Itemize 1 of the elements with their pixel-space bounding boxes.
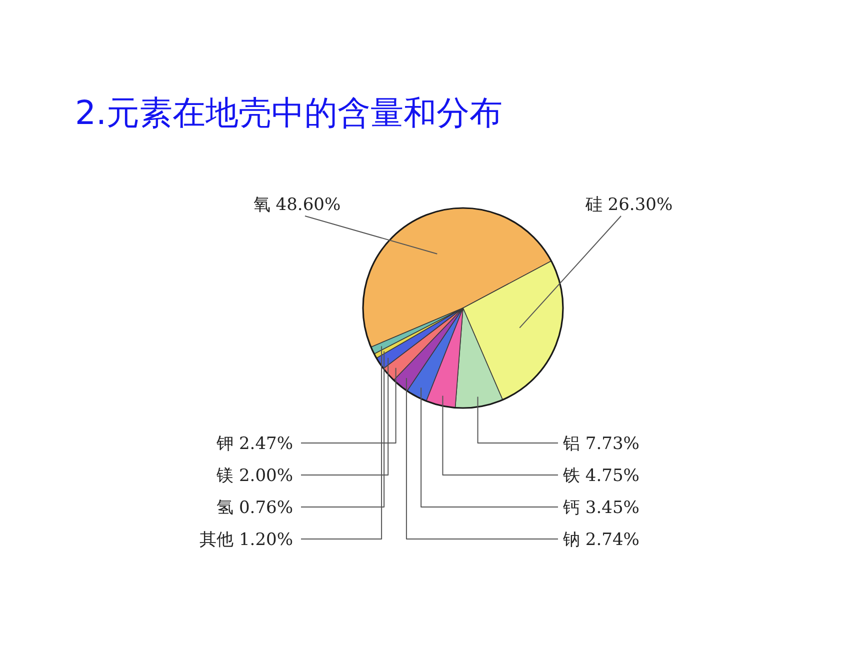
title: 2.元素在地壳中的含量和分布 <box>75 93 502 132</box>
